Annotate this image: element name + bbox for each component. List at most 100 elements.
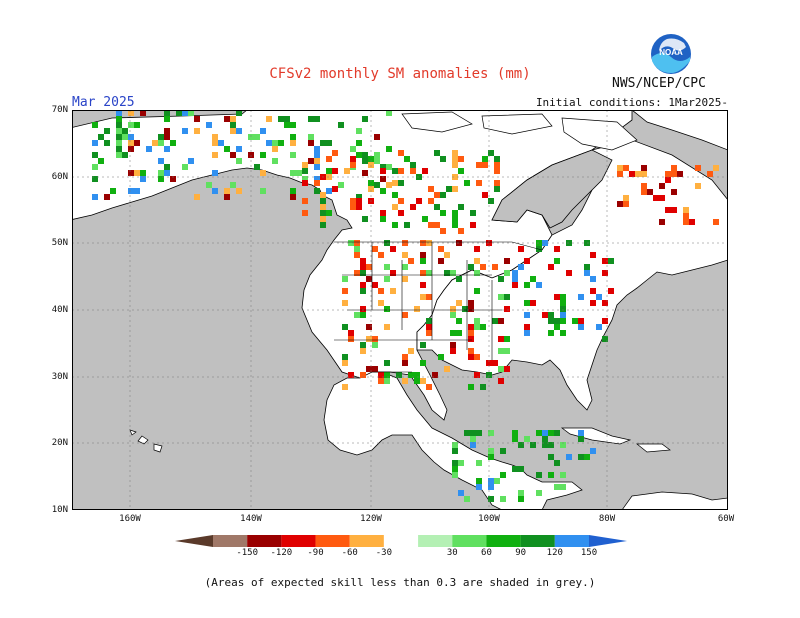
lon-label-140w: 140W <box>240 514 262 524</box>
anomaly-cell <box>278 116 284 122</box>
anomaly-cell <box>488 448 494 454</box>
anomaly-cell <box>134 188 140 194</box>
legend-tick: -30 <box>375 548 393 558</box>
anomaly-cell <box>362 216 368 222</box>
hawaii-land <box>129 429 163 453</box>
anomaly-cell <box>372 342 378 348</box>
month-label: Mar 2025 <box>72 95 135 110</box>
anomaly-cell <box>374 134 380 140</box>
anomaly-cell <box>302 162 308 168</box>
noaa-logo-wave <box>652 53 690 73</box>
anomaly-cell <box>504 306 510 312</box>
lat-label-70n: 70N <box>51 105 68 115</box>
anomaly-cell <box>338 122 344 128</box>
anomaly-cell <box>116 110 122 116</box>
anomaly-cell <box>542 442 548 448</box>
anomaly-cell <box>260 128 266 134</box>
legend-tick: -90 <box>307 548 324 558</box>
anomaly-cell <box>342 276 348 282</box>
anomaly-cell <box>116 134 122 140</box>
anomaly-cell <box>320 216 326 222</box>
anomaly-cell <box>500 472 506 478</box>
anomaly-cell <box>536 490 542 496</box>
anomaly-cell <box>440 192 446 198</box>
anomaly-cell <box>444 270 450 276</box>
map-border <box>72 110 728 510</box>
anomaly-cell <box>498 294 504 300</box>
anomaly-cell <box>548 442 554 448</box>
anomaly-cell <box>498 366 504 372</box>
anomaly-cell <box>182 164 188 170</box>
anomaly-cell <box>350 204 356 210</box>
anomaly-cell <box>476 180 482 186</box>
anomaly-cell <box>488 478 494 484</box>
legend-box <box>383 535 419 547</box>
anomaly-cell <box>488 496 494 502</box>
anomaly-cell <box>440 156 446 162</box>
anomaly-cell <box>470 222 476 228</box>
anomaly-cell <box>578 430 584 436</box>
anomaly-cell <box>548 454 554 460</box>
anomaly-cell <box>524 330 530 336</box>
anomaly-cell <box>671 171 677 177</box>
anomaly-cell <box>348 330 354 336</box>
anomaly-cell <box>452 472 458 478</box>
anomaly-cell <box>350 198 356 204</box>
south-america-land <box>621 491 728 510</box>
anomaly-cell <box>170 176 176 182</box>
anomaly-cell <box>320 204 326 210</box>
anomaly-cell <box>536 430 542 436</box>
anomaly-cell <box>116 116 122 122</box>
anomaly-cell <box>410 162 416 168</box>
anomaly-cell <box>452 448 458 454</box>
anomaly-cell <box>659 219 665 225</box>
anomaly-cell <box>498 318 504 324</box>
anomaly-cell <box>452 186 458 192</box>
greenland-land <box>631 110 728 151</box>
anomaly-cell <box>384 378 390 384</box>
anomaly-cell <box>260 170 266 176</box>
lat-label-10n: 10N <box>51 505 68 515</box>
anomaly-cell <box>404 222 410 228</box>
anomaly-cell <box>468 348 474 354</box>
anomaly-cell <box>320 222 326 228</box>
anomaly-cell <box>182 128 188 134</box>
anomaly-cell <box>194 194 200 200</box>
anomaly-cell <box>438 258 444 264</box>
anomaly-cell <box>104 140 110 146</box>
legend-arrow-high <box>589 535 627 547</box>
anomaly-cell <box>384 264 390 270</box>
anomaly-cell <box>434 150 440 156</box>
anomaly-cell <box>320 210 326 216</box>
anomaly-cell <box>122 128 128 134</box>
anomaly-cell <box>452 156 458 162</box>
anomaly-cell <box>314 158 320 164</box>
anomaly-cell <box>408 258 414 264</box>
anomaly-cell <box>452 222 458 228</box>
anomaly-cell <box>354 312 360 318</box>
anomaly-cell <box>104 194 110 200</box>
anomaly-cell <box>452 442 458 448</box>
anomaly-cell <box>344 168 350 174</box>
anomaly-cell <box>653 195 659 201</box>
anomaly-cell <box>342 360 348 366</box>
anomaly-cell <box>134 122 140 128</box>
anomaly-cell <box>236 128 242 134</box>
anomaly-cell <box>476 430 482 436</box>
anomaly-cell <box>410 168 416 174</box>
anomaly-cell <box>438 246 444 252</box>
anomaly-cell <box>92 140 98 146</box>
chart-title: CFSv2 monthly SM anomalies (mm) <box>269 66 531 82</box>
anomaly-cell <box>350 156 356 162</box>
footer-note: (Areas of expected skill less than 0.3 a… <box>204 576 596 589</box>
anomaly-cell <box>374 182 380 188</box>
anomaly-cell <box>224 146 230 152</box>
anomaly-cell <box>224 188 230 194</box>
anomaly-cell <box>468 306 474 312</box>
anomaly-cell <box>458 228 464 234</box>
legend-arrow-low <box>175 535 213 547</box>
anomaly-cell <box>350 162 356 168</box>
anomaly-cell <box>422 168 428 174</box>
anomaly-cell <box>302 210 308 216</box>
anomaly-cell <box>488 484 494 490</box>
